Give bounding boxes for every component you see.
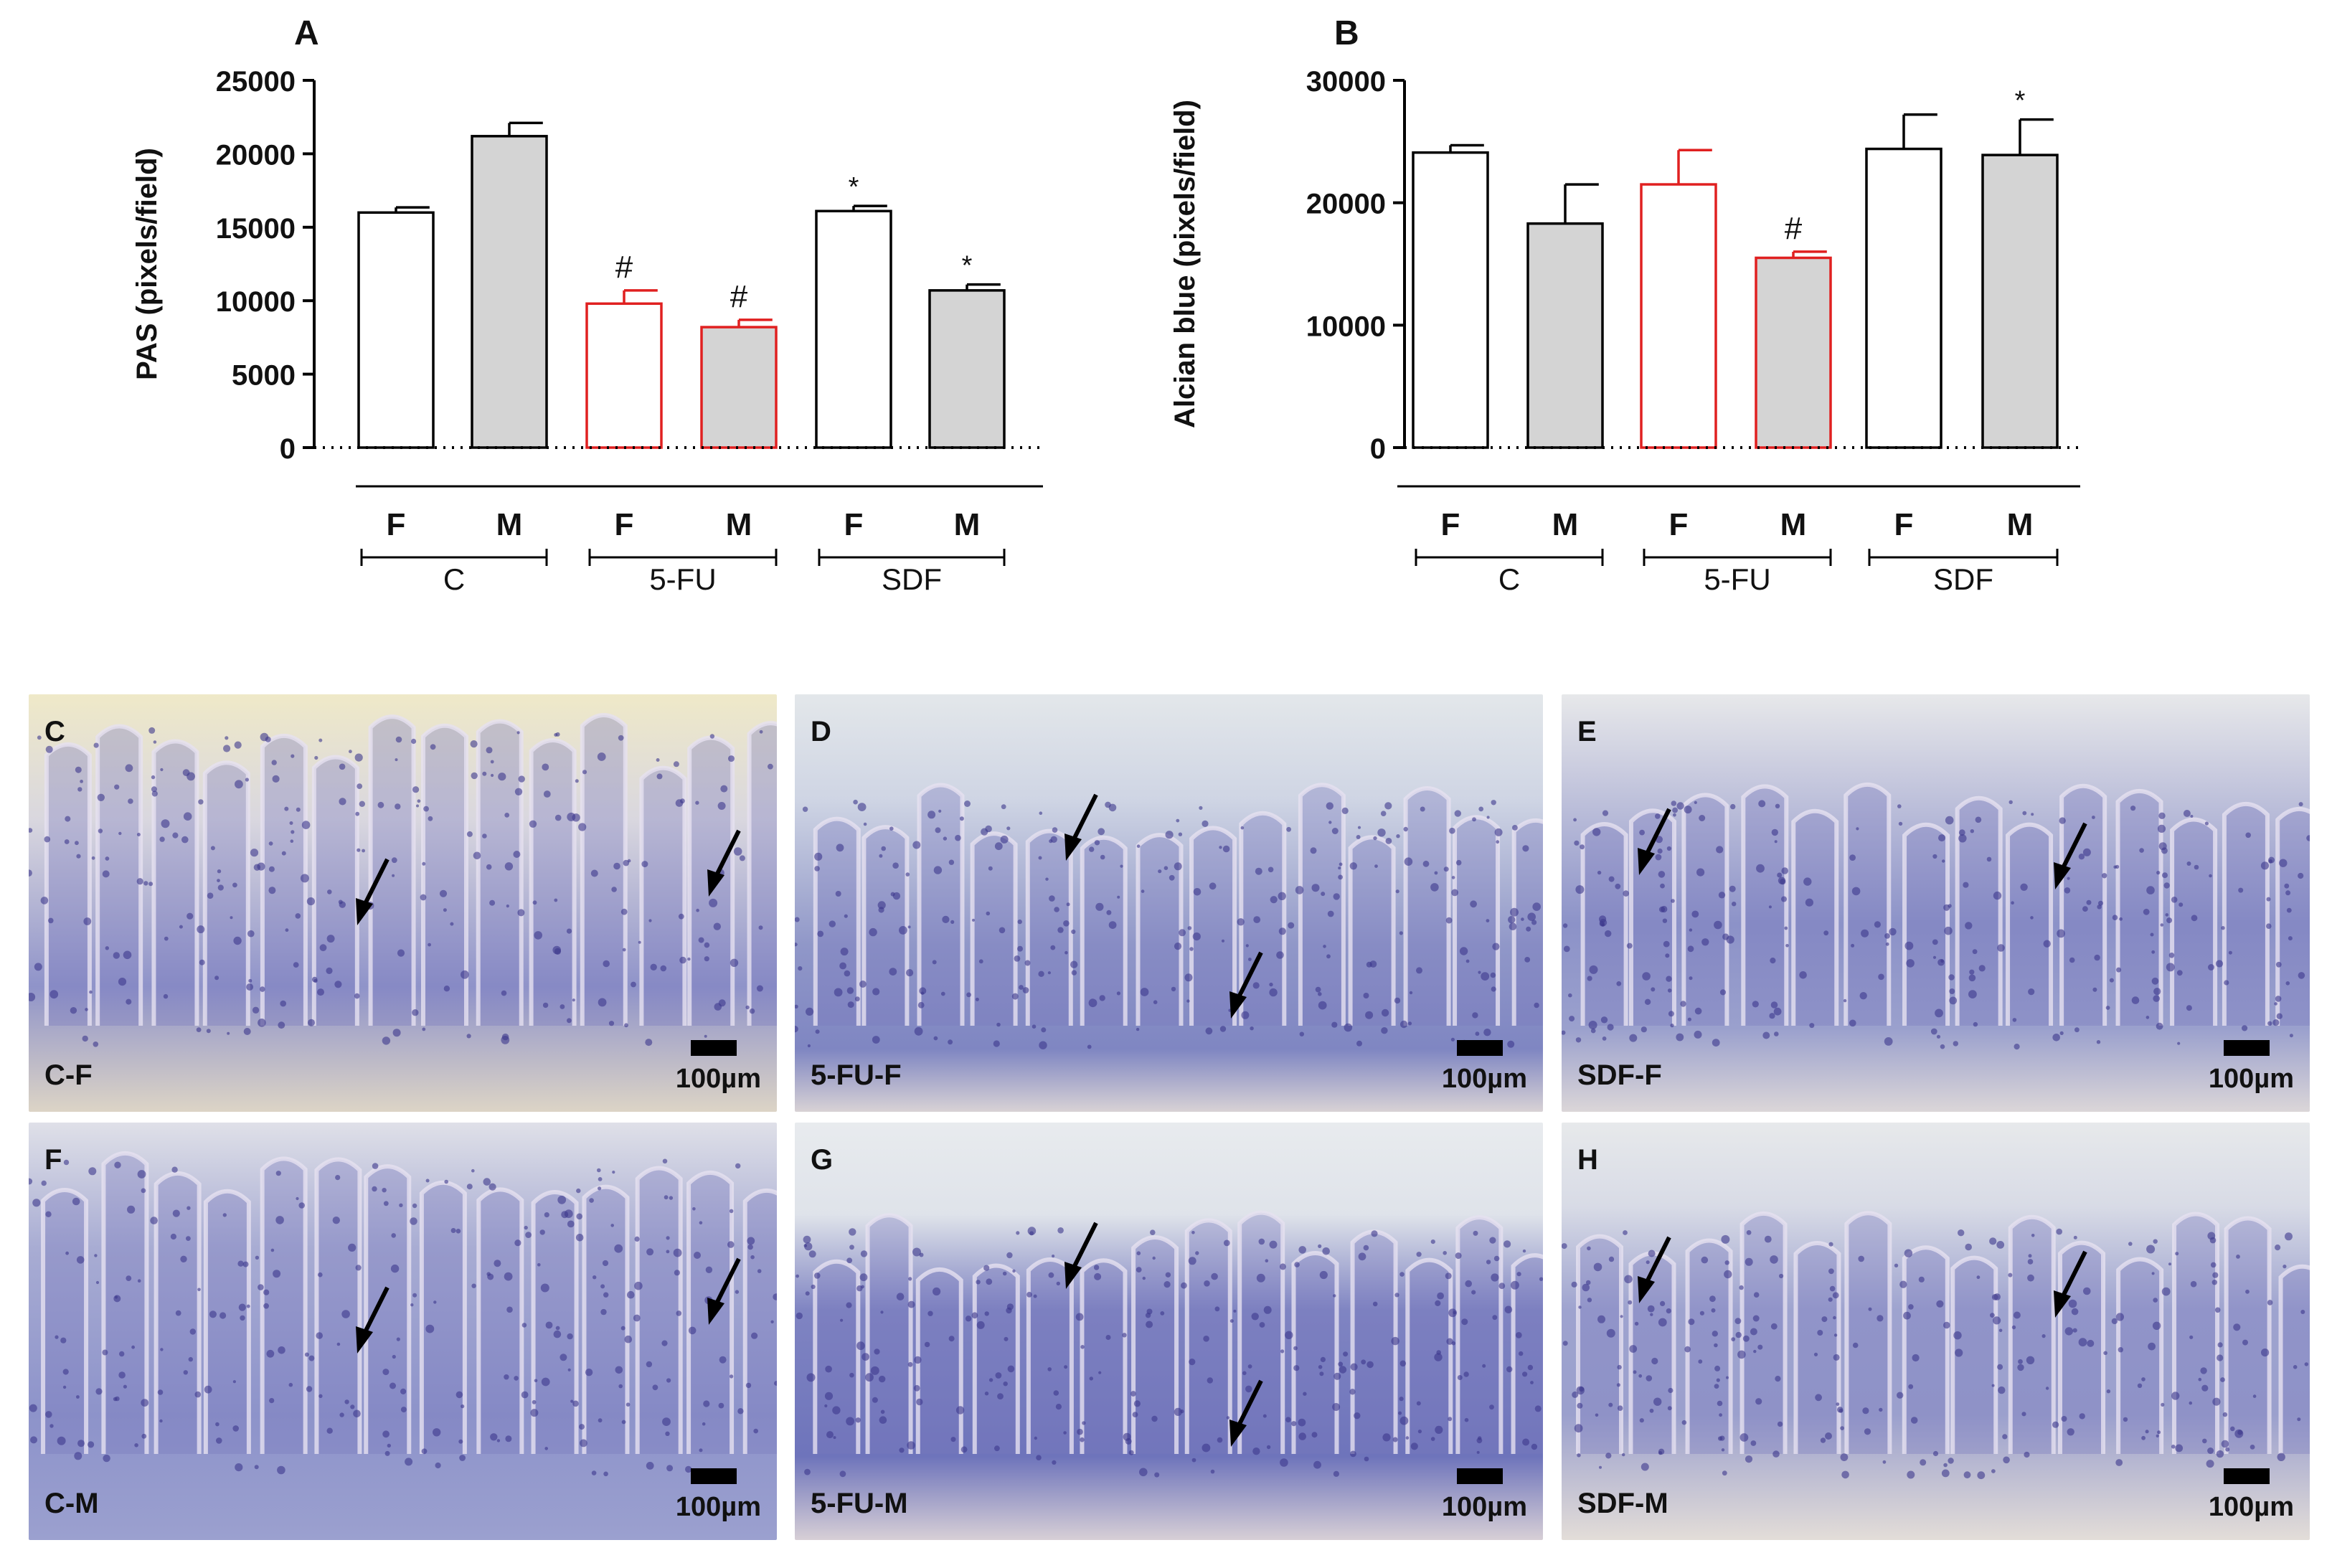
scale-bar <box>2224 1468 2270 1484</box>
y-tick-label: 10000 <box>1306 311 1386 342</box>
micrograph-panel: D 5-FU-F 100µm <box>795 694 1543 1112</box>
bar <box>1755 256 1832 449</box>
y-tick-label: 20000 <box>216 139 296 171</box>
tissue-texture <box>1562 783 2310 1050</box>
group-label: SDF <box>1933 562 1993 596</box>
bar <box>1981 154 2059 449</box>
group-label: C <box>1498 562 1520 596</box>
x-category-label: F <box>844 507 864 542</box>
micrograph-image <box>29 1123 777 1540</box>
y-tick-label: 25000 <box>216 66 296 98</box>
x-category-label: M <box>496 507 523 542</box>
micrograph-panel: F C-M 100µm <box>29 1123 777 1540</box>
y-tick-label: 5000 <box>232 360 296 392</box>
tissue-texture <box>29 713 777 1047</box>
micrograph-letter: H <box>1577 1144 1598 1176</box>
scale-bar <box>1457 1468 1503 1484</box>
bar <box>471 135 548 449</box>
scale-bar <box>2224 1040 2270 1056</box>
bar <box>585 302 663 449</box>
micrograph-label: SDF-M <box>1577 1488 1668 1519</box>
bar <box>928 289 1006 449</box>
group-label: 5-FU <box>649 562 716 596</box>
significance-mark: * <box>849 172 859 202</box>
significance-mark: * <box>2015 86 2026 116</box>
bar <box>1865 147 1942 449</box>
micrograph-label: 5-FU-M <box>811 1488 908 1519</box>
tissue-texture <box>796 1210 1543 1478</box>
y-tick-label: 10000 <box>216 286 296 318</box>
x-category-label: F <box>1441 507 1460 542</box>
y-axis-label: PAS (pixels/field) <box>131 148 163 380</box>
tissue-texture <box>1562 1211 2310 1480</box>
micrograph-letter: E <box>1577 716 1597 747</box>
bar <box>357 211 435 449</box>
micrograph-letter: G <box>811 1144 834 1176</box>
x-category-label: F <box>387 507 406 542</box>
significance-mark: # <box>730 279 748 314</box>
significance-mark: * <box>962 251 973 281</box>
scale-bar-label: 100µm <box>1441 1492 1527 1522</box>
y-tick-label: 0 <box>280 433 296 465</box>
group-label: SDF <box>882 562 942 596</box>
bar <box>1412 151 1489 449</box>
tissue-texture <box>795 783 1543 1049</box>
x-category-label: M <box>2007 507 2034 542</box>
panel-letter: B <box>1334 14 1359 52</box>
x-category-label: F <box>1894 507 1914 542</box>
micrograph-letter: D <box>811 716 831 747</box>
x-category-label: M <box>726 507 752 542</box>
panel-letter: A <box>294 14 319 52</box>
scale-bar <box>691 1468 737 1484</box>
scale-bar-label: 100µm <box>675 1492 761 1522</box>
micrograph-panel: G 5-FU-M 100µm <box>795 1123 1543 1540</box>
tissue-texture <box>29 1151 777 1477</box>
significance-mark: # <box>615 250 633 285</box>
y-tick-label: 15000 <box>216 213 296 245</box>
y-tick-label: 20000 <box>1306 189 1386 220</box>
scale-bar-label: 100µm <box>1441 1064 1527 1094</box>
significance-mark: # <box>1785 211 1803 246</box>
x-category-label: M <box>1780 507 1807 542</box>
micrograph-image <box>1562 694 2310 1112</box>
bar-charts: A 0 5000 10000 15000 20000 25000 PAS (pixels/fi… <box>131 14 2080 596</box>
scale-bar <box>1457 1040 1503 1056</box>
x-category-label: M <box>954 507 981 542</box>
bar <box>815 209 892 449</box>
y-axis-label: Alcian blue (pixels/field) <box>1169 100 1201 428</box>
micrograph-panel: C C-F 100µm <box>29 694 777 1112</box>
micrograph-label: C-M <box>44 1488 99 1519</box>
bar <box>1526 222 1604 449</box>
scale-bar <box>691 1040 737 1056</box>
micrograph-letter: C <box>44 716 65 747</box>
micrograph-label: SDF-F <box>1577 1059 1662 1091</box>
micrograph-panel: H SDF-M 100µm <box>1562 1123 2310 1540</box>
x-category-label: F <box>615 507 634 542</box>
bar <box>1640 183 1717 449</box>
bar <box>700 326 778 449</box>
scale-bar-label: 100µm <box>675 1064 761 1094</box>
micrograph-panel: E SDF-F 100µm <box>1562 694 2310 1112</box>
micrograph-letter: F <box>44 1144 62 1176</box>
x-category-label: M <box>1552 507 1579 542</box>
y-tick-label: 0 <box>1370 433 1386 465</box>
x-category-label: F <box>1669 507 1689 542</box>
scale-bar-label: 100µm <box>2208 1064 2294 1094</box>
group-label: 5-FU <box>1704 562 1770 596</box>
micrograph-label: 5-FU-F <box>811 1059 902 1091</box>
y-tick-label: 30000 <box>1306 66 1386 98</box>
micrograph-label: C-F <box>44 1059 93 1091</box>
group-label: C <box>443 562 465 596</box>
scale-bar-label: 100µm <box>2208 1492 2294 1522</box>
